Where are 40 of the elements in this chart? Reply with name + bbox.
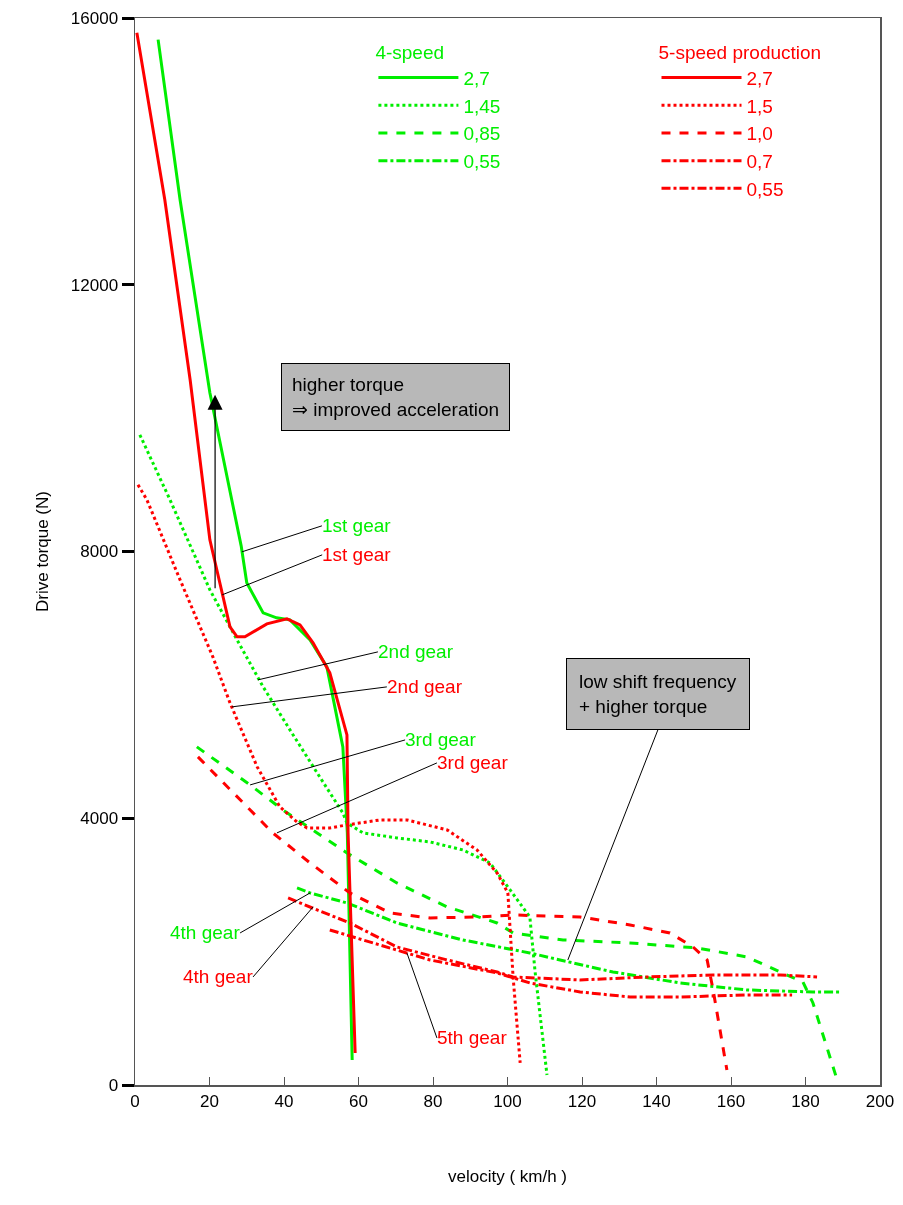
x-axis-title: velocity ( km/h ) xyxy=(447,1167,568,1187)
x-tick-label: 180 xyxy=(791,1091,820,1111)
y-tick-label: 16000 xyxy=(70,8,119,28)
y-tick-label: 0 xyxy=(108,1075,119,1095)
x-tick-label: 100 xyxy=(493,1091,522,1111)
x-tick-label: 160 xyxy=(716,1091,746,1111)
legend-label: 2,7 xyxy=(746,67,773,89)
y-tick-label: 12000 xyxy=(70,275,119,295)
annotation: 4th gear xyxy=(183,966,254,987)
x-tick-label: 140 xyxy=(642,1091,671,1111)
legend-label: 2,7 xyxy=(463,67,490,89)
annotation: low shift frequency + higher torque xyxy=(579,671,737,717)
legend-label: 1,5 xyxy=(746,95,773,117)
legend-label: 0,55 xyxy=(746,178,784,200)
y-tick-label: 4000 xyxy=(80,809,119,829)
annotation: 4th gear xyxy=(170,922,241,943)
x-tick-label: 0 xyxy=(130,1091,140,1111)
x-tick-label: 80 xyxy=(423,1091,443,1111)
legend-label: 1,0 xyxy=(746,123,773,145)
x-tick-label: 200 xyxy=(865,1091,895,1111)
legend-label: 0,55 xyxy=(463,151,501,173)
x-tick-label: 120 xyxy=(567,1091,597,1111)
annotation: 1st gear xyxy=(322,515,392,536)
x-tick-label: 60 xyxy=(349,1091,368,1111)
annotation: 2nd gear xyxy=(378,641,454,662)
legend-label: 1,45 xyxy=(463,95,501,117)
x-tick-label: 20 xyxy=(200,1091,219,1111)
annotation: 3rd gear xyxy=(437,752,509,773)
annotation: 4-speed xyxy=(375,41,445,63)
y-axis-title: Drive torque (N) xyxy=(32,491,52,612)
y-tick-label: 8000 xyxy=(80,542,119,562)
legend-label: 0,7 xyxy=(746,151,773,173)
annotation: higher torque ⇒ improved acceleration xyxy=(292,374,500,420)
annotation: 5-speed production xyxy=(658,41,822,63)
annotation: 5th gear xyxy=(437,1027,508,1048)
annotation: 1st gear xyxy=(322,544,392,565)
x-tick-label: 40 xyxy=(274,1091,294,1111)
annotation: 3rd gear xyxy=(405,729,477,750)
annotation: 2nd gear xyxy=(387,676,463,697)
legend-label: 0,85 xyxy=(463,123,501,145)
